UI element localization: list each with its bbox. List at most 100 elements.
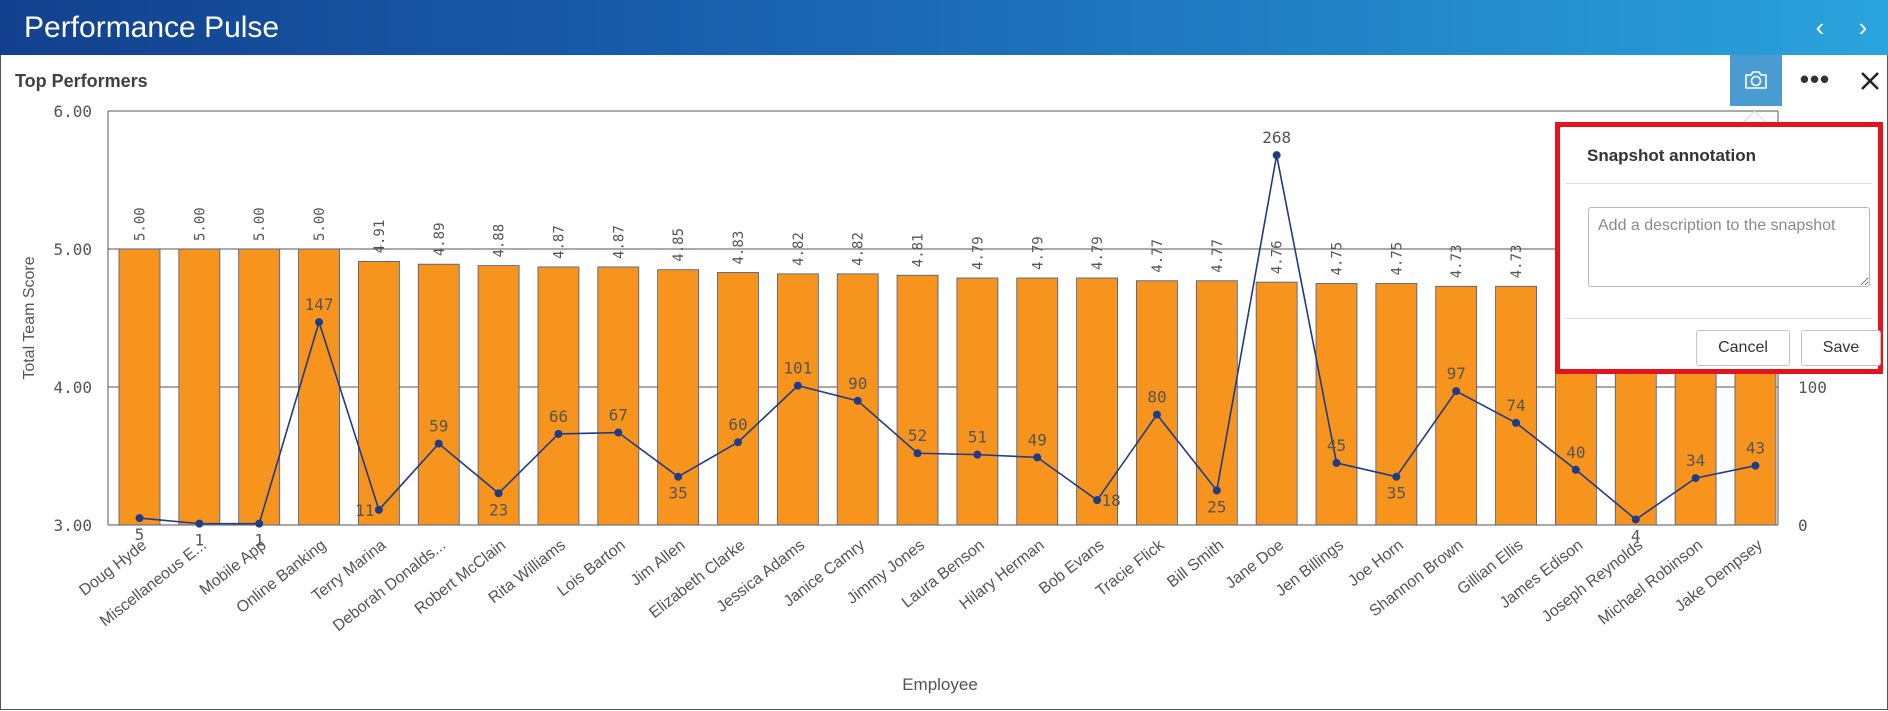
x-tick-label: Joseph Reynolds [1539,537,1646,626]
line-value-label: 25 [1207,498,1226,517]
bar-value-label: 4.87 [611,225,627,259]
combo-chart: 3.00 4.00 5.00 6.00 0 100 Total Team Score Empl… [21,102,1827,694]
line-point [1512,418,1521,427]
bar [1495,285,1537,526]
line-value-label: 67 [609,406,628,425]
line-value-label: 45 [1327,436,1346,455]
line-value-label: 1 [195,531,205,550]
line-point [973,450,982,459]
chevron-right-icon[interactable]: › [1858,12,1868,42]
bar-value-label: 4.77 [1210,239,1226,273]
bar-value-label: 4.79 [970,236,986,270]
bar-value-label: 4.73 [1509,245,1525,279]
y2-tick-label: 0 [1798,516,1808,535]
bar [537,266,580,526]
close-icon[interactable] [1853,64,1887,98]
line-point [1751,461,1760,470]
line-value-label: 34 [1686,451,1705,470]
line-point [913,449,922,458]
bar [1375,283,1418,526]
save-button[interactable]: Save [1801,330,1881,366]
camera-icon [1745,71,1767,89]
bar [357,261,400,526]
divider [1566,318,1872,319]
line-point [1332,458,1341,467]
line-value-label: 35 [669,484,688,503]
line-value-label: 60 [728,415,747,434]
line-value-label: 80 [1147,388,1166,407]
bar [477,265,520,526]
bar-value-label: 4.85 [671,228,687,262]
line-value-label: 101 [783,359,812,378]
line-point [1691,474,1700,483]
line-value-label: 11 [355,501,374,520]
bar [956,277,999,526]
bar [717,272,759,526]
bar [1136,280,1178,526]
line-point [1212,486,1221,495]
more-options-icon[interactable]: ••• [1799,64,1831,94]
line-value-label: 18 [1101,491,1120,510]
line-point [1033,453,1042,462]
line-point [374,505,383,514]
line-point [1272,151,1281,160]
y-tick-label: 6.00 [53,102,92,121]
bar-value-label: 4.87 [551,225,567,259]
line-point [674,472,683,481]
bar-value-label: 4.73 [1449,245,1465,279]
line-point [494,489,503,498]
line-value-label: 97 [1447,364,1466,383]
annotation-title: Snapshot annotation [1587,146,1757,165]
line-value-label: 74 [1506,396,1525,415]
line-value-label: 51 [968,428,987,447]
line-value-label: 59 [429,417,448,436]
bar [1016,277,1059,526]
bar [1076,277,1118,526]
line-value-label: 49 [1028,430,1047,449]
bar-value-label: 4.76 [1270,240,1286,274]
bar [1195,280,1238,526]
bar [118,248,161,526]
line-value-label: 5 [135,525,145,544]
y-tick-label: 4.00 [53,378,92,397]
x-axis-label: Employee [902,675,978,694]
line-point [255,519,264,528]
bar-value-label: 4.88 [492,224,508,258]
line-value-label: 66 [549,407,568,426]
bar-value-label: 5.00 [133,207,149,241]
line-value-label: 23 [489,500,508,519]
line-point [1631,515,1640,524]
line-value-label: 4 [1631,526,1641,545]
line-point [434,439,443,448]
bar-value-label: 4.81 [911,234,927,268]
line-point [315,318,324,327]
x-tick-label: Deborah Donalds... [330,537,449,635]
line-point [614,428,623,437]
bar [1435,285,1478,526]
snapshot-button[interactable] [1730,55,1782,106]
bar [178,248,221,526]
bar-value-label: 5.00 [312,207,328,241]
line-point [195,519,204,528]
line-point [1152,410,1161,419]
x-tick-label: Michael Robinson [1595,537,1706,629]
bar-value-label: 4.77 [1150,239,1166,273]
bar-value-label: 4.89 [432,222,448,256]
bar-value-label: 4.75 [1389,242,1405,276]
bar [1255,281,1298,526]
line-point [793,381,802,390]
line-value-label: 52 [908,426,927,445]
line-point [853,396,862,405]
chevron-left-icon[interactable]: ‹ [1815,12,1825,42]
bar [298,248,340,526]
line-point [135,514,144,523]
line-value-label: 147 [305,295,334,314]
cancel-button[interactable]: Cancel [1696,330,1790,366]
line-point [554,429,563,438]
line-value-label: 268 [1262,128,1291,147]
divider [1566,183,1872,184]
line-value-label: 35 [1387,484,1406,503]
annotation-description-input[interactable] [1588,207,1870,287]
snapshot-annotation-popover: Snapshot annotation Cancel Save [1555,122,1883,374]
app-header: Performance Pulse ‹ › [0,0,1888,55]
